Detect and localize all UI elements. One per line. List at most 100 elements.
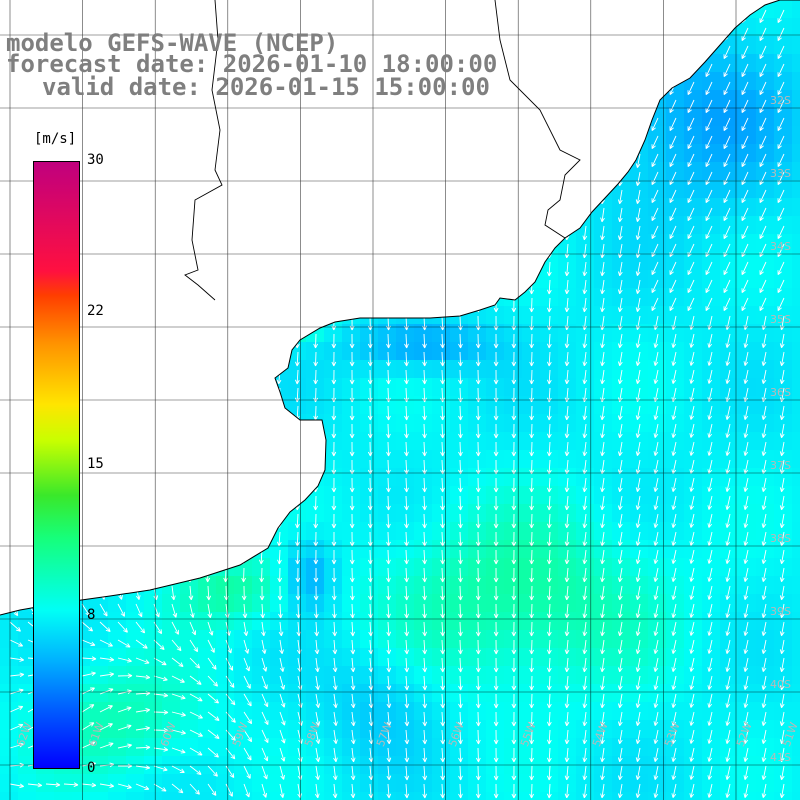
speed-cell: [306, 144, 325, 163]
speed-cell: [792, 612, 800, 631]
speed-cell: [234, 504, 253, 523]
speed-cell: [162, 738, 181, 757]
speed-cell: [288, 180, 307, 199]
wind-arrow: [705, 279, 713, 294]
speed-cell: [792, 702, 800, 721]
speed-cell: [648, 540, 667, 559]
wind-arrow: [243, 711, 253, 725]
speed-cell: [576, 378, 595, 397]
speed-cell: [180, 162, 199, 181]
speed-cell: [612, 252, 631, 271]
speed-cell: [630, 342, 649, 361]
speed-cell: [522, 288, 541, 307]
speed-cell: [738, 468, 757, 487]
speed-cell: [162, 396, 181, 415]
speed-cell: [90, 576, 109, 595]
wind-arrow: [582, 9, 588, 25]
wind-arrow: [297, 693, 303, 708]
speed-cell: [666, 0, 685, 19]
speed-cell: [162, 108, 181, 127]
wind-arrow: [207, 729, 220, 740]
speed-cell: [792, 720, 800, 739]
wind-arrow: [313, 207, 318, 223]
speed-cell: [576, 450, 595, 469]
speed-cell: [540, 342, 559, 361]
speed-cell: [720, 522, 739, 541]
speed-cell: [702, 504, 721, 523]
wind-arrow: [475, 369, 481, 385]
speed-cell: [324, 378, 343, 397]
speed-cell: [144, 612, 163, 631]
wind-arrow: [440, 657, 445, 673]
speed-cell: [270, 504, 289, 523]
speed-cell: [612, 198, 631, 217]
wind-arrow: [493, 711, 499, 727]
speed-cell: [0, 684, 19, 703]
speed-cell: [288, 198, 307, 217]
wind-arrow: [222, 513, 227, 529]
wind-arrow: [493, 531, 499, 547]
speed-cell: [702, 306, 721, 325]
speed-cell: [306, 306, 325, 325]
wind-arrow: [203, 369, 209, 384]
speed-cell: [486, 468, 505, 487]
speed-cell: [738, 396, 757, 415]
speed-cell: [108, 216, 127, 235]
wind-arrow: [278, 621, 284, 637]
wind-arrow: [115, 549, 121, 565]
wind-arrow: [404, 675, 410, 691]
wind-arrow: [743, 675, 749, 690]
speed-cell: [396, 486, 415, 505]
wind-arrow: [582, 45, 588, 61]
wind-arrow: [671, 333, 677, 348]
speed-cell: [414, 720, 433, 739]
wind-arrow: [529, 171, 534, 187]
coastline: [0, 0, 800, 616]
speed-cell: [468, 414, 487, 433]
speed-cell: [450, 162, 469, 181]
speed-cell: [126, 594, 145, 613]
wind-arrow: [653, 549, 659, 564]
wind-arrow: [493, 459, 499, 475]
speed-cell: [720, 378, 739, 397]
speed-cell: [540, 594, 559, 613]
speed-cell: [648, 486, 667, 505]
speed-cell: [108, 162, 127, 181]
wind-arrow: [404, 243, 409, 259]
wind-arrow: [635, 279, 641, 294]
wind-arrow: [131, 513, 137, 529]
speed-cell: [558, 648, 577, 667]
wind-arrow: [207, 765, 218, 777]
speed-cell: [738, 360, 757, 379]
wind-arrow: [294, 135, 300, 151]
wind-arrow: [278, 603, 283, 619]
wind-arrow: [635, 711, 641, 726]
wind-arrow: [493, 171, 499, 187]
speed-cell: [486, 432, 505, 451]
wind-arrow: [582, 81, 588, 97]
wind-arrow: [6, 297, 12, 313]
wind-arrow: [669, 207, 677, 222]
speed-cell: [252, 450, 271, 469]
speed-cell: [108, 594, 127, 613]
speed-cell: [576, 396, 595, 415]
speed-cell: [612, 450, 631, 469]
wind-arrow: [6, 405, 12, 421]
wind-arrow: [149, 297, 155, 312]
wind-arrow: [186, 549, 192, 565]
speed-cell: [360, 468, 379, 487]
speed-cell: [450, 612, 469, 631]
speed-cell: [630, 468, 649, 487]
wind-arrow: [367, 99, 373, 115]
wind-arrow: [761, 405, 767, 420]
wind-arrow: [707, 333, 713, 348]
speed-cell: [540, 198, 559, 217]
speed-cell: [198, 612, 217, 631]
speed-cell: [702, 684, 721, 703]
speed-cell: [594, 522, 613, 541]
speed-cell: [792, 450, 800, 469]
wind-arrow: [99, 621, 111, 633]
wind-arrow: [113, 315, 119, 330]
wind-arrow: [671, 675, 677, 690]
wind-arrow: [349, 9, 355, 25]
